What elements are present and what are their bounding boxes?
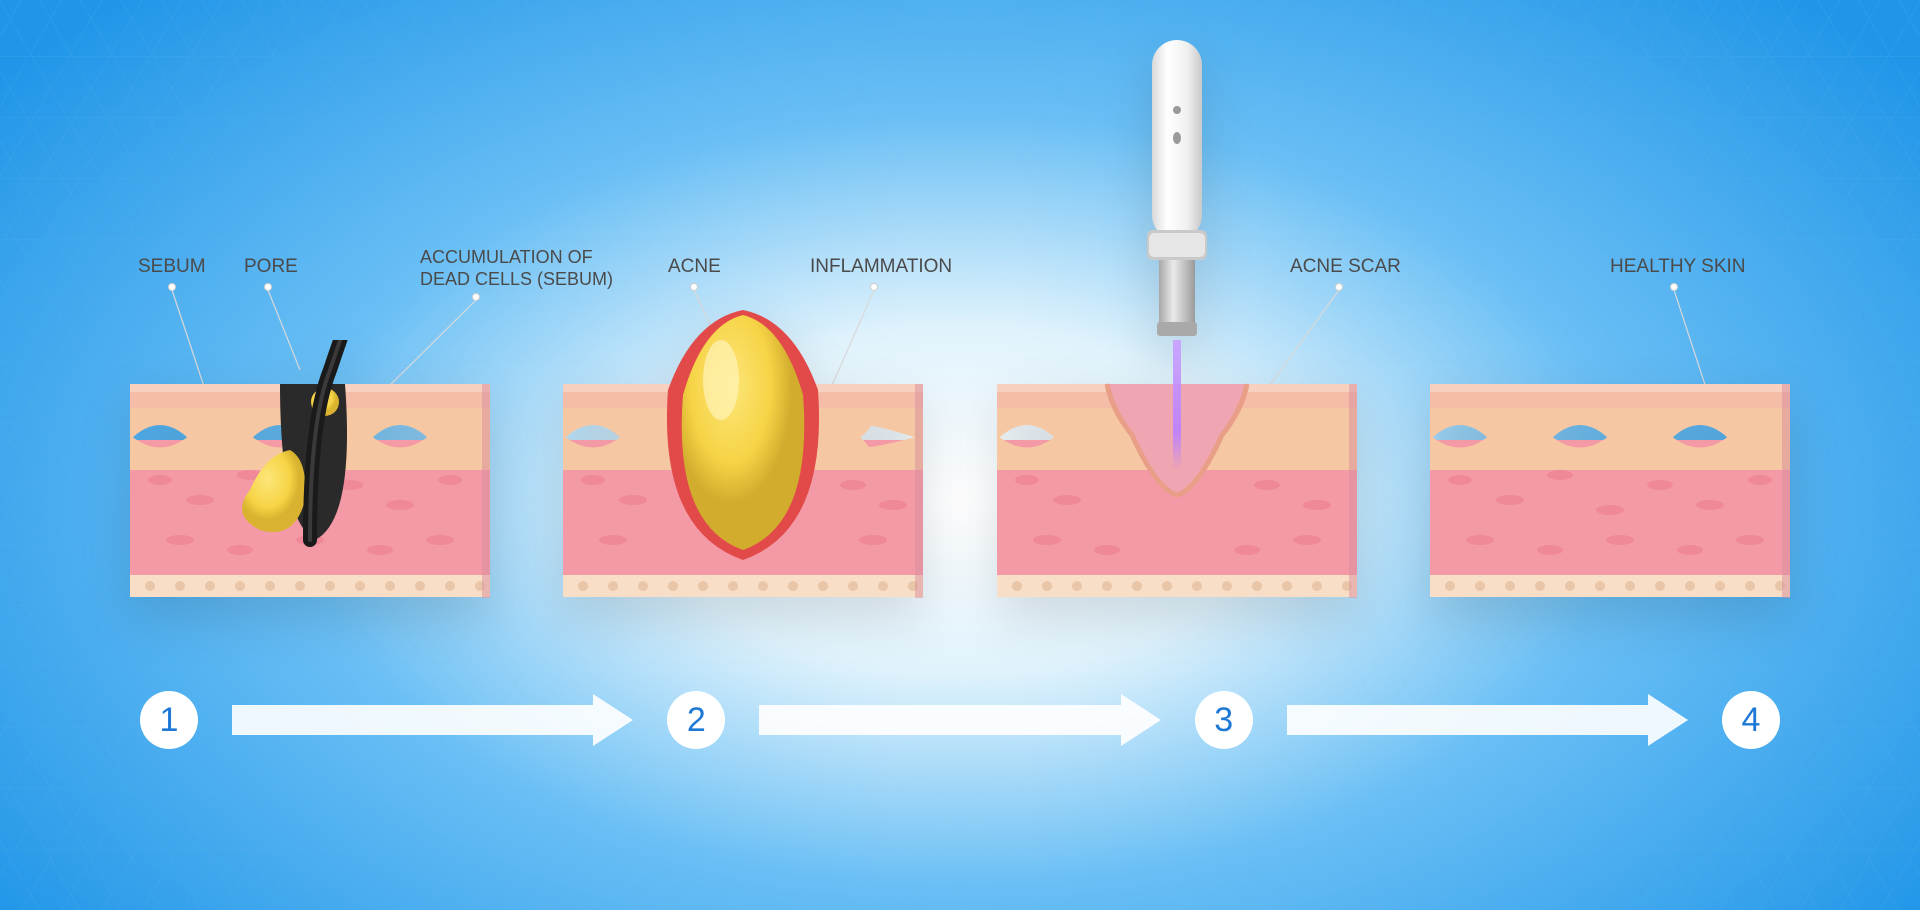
step-badge-1: 1 (140, 691, 198, 749)
step-badge-3: 3 (1195, 691, 1253, 749)
skin-panels-row (130, 340, 1790, 620)
step-badge-2: 2 (667, 691, 725, 749)
arrow-icon (232, 698, 633, 742)
label-acne: ACNE (668, 255, 721, 279)
laser-device-icon (1117, 40, 1237, 360)
label-inflammation: INFLAMMATION (810, 255, 952, 279)
step-row: 1 2 3 4 (140, 680, 1780, 760)
infographic-stage: SEBUM PORE ACCUMULATION OF DEAD CELLS (S… (0, 0, 1920, 910)
label-accumulation-l1: ACCUMULATION OF (420, 246, 593, 269)
pointer-dot (472, 293, 480, 301)
pointer-dot (690, 283, 698, 291)
pointer-dot (168, 283, 176, 291)
step-badge-4: 4 (1722, 691, 1780, 749)
arrow-icon (759, 698, 1160, 742)
label-accumulation-l2: DEAD CELLS (SEBUM) (420, 268, 613, 291)
pointer-dot (870, 283, 878, 291)
step-number: 2 (687, 701, 706, 740)
pointer-dot (1670, 283, 1678, 291)
label-pore: PORE (244, 255, 298, 279)
step-number: 3 (1214, 701, 1233, 740)
step-number: 1 (160, 701, 179, 740)
step-number: 4 (1742, 701, 1761, 740)
skin-stage-4 (1430, 340, 1790, 600)
pointer-dot (264, 283, 272, 291)
arrow-icon (1287, 698, 1688, 742)
skin-stage-1 (130, 340, 490, 600)
skin-stage-3 (997, 340, 1357, 600)
label-healthy-skin: HEALTHY SKIN (1610, 255, 1746, 279)
label-sebum: SEBUM (138, 255, 206, 279)
pointer-dot (1335, 283, 1343, 291)
skin-stage-2 (563, 340, 923, 600)
label-acne-scar: ACNE SCAR (1290, 255, 1401, 279)
